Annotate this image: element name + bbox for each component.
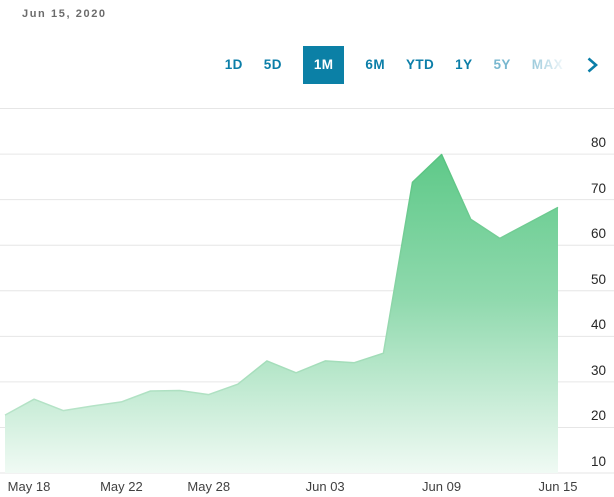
tab-ytd[interactable]: YTD <box>405 57 435 72</box>
chevron-right-icon[interactable] <box>584 46 600 84</box>
x-tick-label-may-18: May 18 <box>7 479 51 494</box>
area-series <box>5 154 558 473</box>
tab-1y[interactable]: 1Y <box>455 57 473 72</box>
y-tick-label-30: 30 <box>590 362 606 378</box>
chart-date-label: Jun 15, 2020 <box>22 8 107 20</box>
y-tick-label-60: 60 <box>590 226 606 242</box>
tab-5d[interactable]: 5D <box>263 57 282 72</box>
y-tick-label-20: 20 <box>590 408 606 424</box>
x-tick-label-may-28: May 28 <box>187 479 231 494</box>
tab-5y[interactable]: 5Y <box>493 57 511 72</box>
y-tick-label-10: 10 <box>590 454 606 469</box>
x-tick-label-jun-09: Jun 09 <box>422 479 462 494</box>
y-tick-label-80: 80 <box>590 135 606 151</box>
tab-1m[interactable]: 1M <box>302 46 345 84</box>
x-tick-label-may-22: May 22 <box>100 479 143 494</box>
x-tick-label-jun-03: Jun 03 <box>305 479 345 494</box>
y-tick-label-70: 70 <box>590 180 606 196</box>
tab-6m[interactable]: 6M <box>365 57 385 72</box>
x-tick-label-jun-15: Jun 15 <box>538 479 578 494</box>
price-line <box>4 153 559 416</box>
y-tick-label-50: 50 <box>590 271 606 287</box>
tab-1d[interactable]: 1D <box>224 57 243 72</box>
y-tick-label-40: 40 <box>590 317 606 333</box>
